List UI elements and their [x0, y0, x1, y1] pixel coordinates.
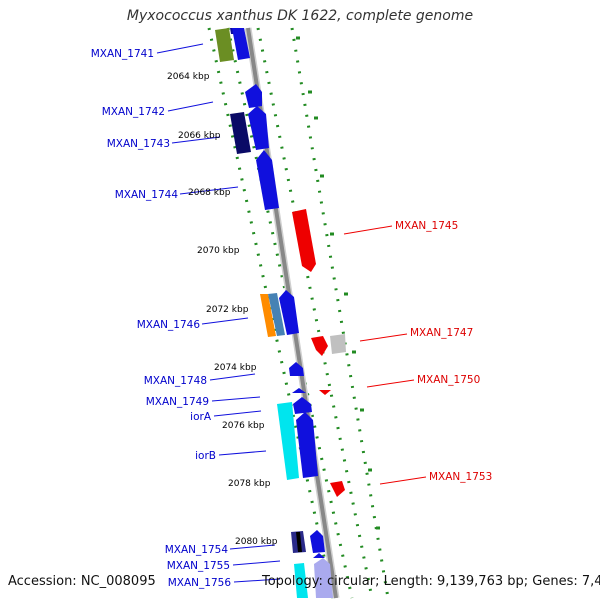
gene-mxan-1744: [256, 150, 279, 210]
gene-label-mxan-1755[interactable]: MXAN_1755: [167, 560, 230, 572]
gene-label-mxan-1748[interactable]: MXAN_1748: [144, 375, 207, 387]
gene-label-mxan-1754[interactable]: MXAN_1754: [165, 544, 229, 556]
gene-mxan-1747-a: [311, 336, 328, 356]
tick-label: 2076 kbp: [222, 421, 265, 431]
accession-text: Accession: NC_008095: [8, 574, 156, 589]
map-title: Myxococcus xanthus DK 1622, complete gen…: [126, 8, 474, 24]
tick-label: 2078 kbp: [228, 479, 271, 489]
gene-mxan-1756-a: [294, 563, 308, 598]
tick-label: 2074 kbp: [214, 363, 257, 373]
gene-label-mxan-1746[interactable]: MXAN_1746: [137, 319, 201, 331]
gene-label-mxan-1744[interactable]: MXAN_1744: [115, 189, 179, 201]
gene-label-mxan-1749[interactable]: MXAN_1749: [146, 396, 209, 408]
gene-mxan-1753: [330, 481, 345, 497]
gene-mxan-1745: [292, 209, 316, 272]
tick-label: 2064 kbp: [167, 72, 210, 82]
gene-mxan-1755: [313, 553, 325, 558]
guide-line-right-inner: [256, 27, 374, 599]
gene-mxan-1747-b: [330, 334, 346, 354]
tick-marks: [296, 36, 380, 530]
gene-mxan-1743-b: [248, 106, 269, 150]
gene-label-iora[interactable]: iorA: [190, 411, 212, 423]
tick-label: 2080 kbp: [235, 537, 278, 547]
gene-label-iorb[interactable]: iorB: [195, 450, 216, 462]
gene-label-mxan-1741[interactable]: MXAN_1741: [91, 48, 154, 60]
gene-iora-a: [277, 402, 299, 480]
gene-mxan-1746-c: [279, 290, 299, 335]
gene-mxan-1741-a: [215, 28, 234, 62]
gene-mxan-1754-c: [310, 530, 325, 553]
gene-iorb: [296, 412, 318, 478]
gene-label-mxan-1742[interactable]: MXAN_1742: [102, 106, 165, 118]
gene-mxan-1746-b: [268, 293, 285, 336]
gene-mxan-1748: [289, 362, 304, 376]
gene-label-mxan-1756[interactable]: MXAN_1756: [168, 577, 232, 589]
genome-summary-text: Topology: circular; Length: 9,139,763 bp…: [262, 574, 600, 589]
guide-line-right-outer: [290, 27, 390, 599]
gene-iora-b: [293, 397, 312, 414]
gene-mxan-1750: [319, 390, 331, 395]
left-leader-lines: [156, 43, 281, 583]
tick-label: 2070 kbp: [197, 246, 240, 256]
gene-label-mxan-1743[interactable]: MXAN_1743: [107, 138, 170, 150]
tick-label: 2072 kbp: [206, 305, 249, 315]
right-leader-lines: [343, 225, 427, 485]
gene-mxan-1749: [292, 388, 306, 393]
gene-mxan-1741-b: [232, 28, 250, 60]
gene-mxan-1756-b: [314, 558, 333, 598]
gene-mxan-1746-a: [260, 294, 276, 337]
gene-mxan-1743-a: [230, 112, 251, 154]
gene-label-mxan-1745[interactable]: MXAN_1745: [395, 220, 458, 232]
gene-mxan-1754-b: [296, 532, 302, 552]
gene-label-mxan-1747[interactable]: MXAN_1747: [410, 327, 473, 339]
gene-label-mxan-1753[interactable]: MXAN_1753: [429, 471, 492, 483]
tick-label: 2068 kbp: [188, 188, 231, 198]
gene-mxan-1742: [245, 84, 262, 108]
gene-label-mxan-1750[interactable]: MXAN_1750: [417, 374, 480, 386]
tick-label: 2066 kbp: [178, 131, 221, 141]
